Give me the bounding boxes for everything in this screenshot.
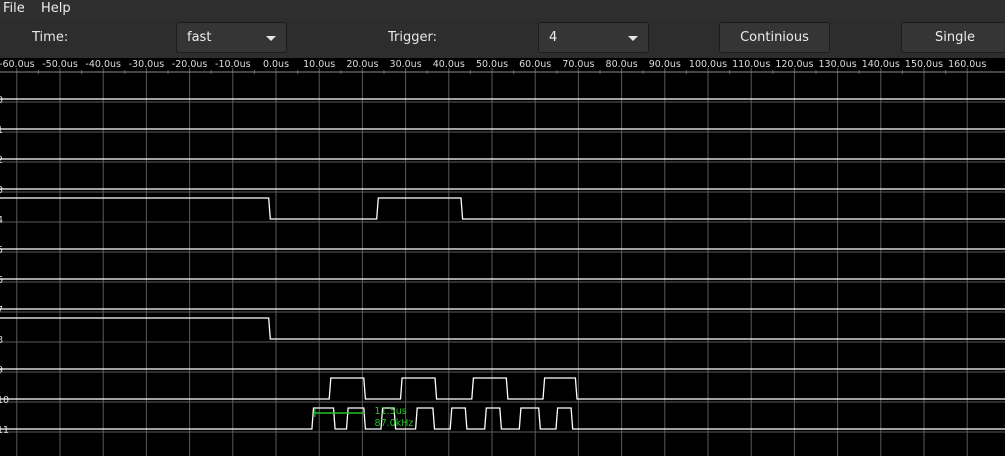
waveform-trace [0, 197, 1005, 220]
tick-label: 30.0us [390, 59, 422, 70]
measurement-period: 11.5us [375, 406, 407, 417]
tick-label: 40.0us [433, 59, 465, 70]
tick-label: 90.0us [649, 59, 681, 70]
tick-label: 0.0us [263, 59, 289, 70]
channel-label: 6 [0, 275, 3, 286]
channel-label: 2 [0, 155, 3, 166]
toolbar: Time: fast Trigger: 4 Continious Single [0, 18, 1005, 59]
waveform-trace [0, 377, 1005, 400]
tick-label: 150.0us [905, 59, 943, 70]
tick-label: 60.0us [519, 59, 551, 70]
trigger-label: Trigger: [388, 30, 437, 45]
tick-label: -60.0us [0, 59, 35, 70]
tick-label: -20.0us [172, 59, 208, 70]
tick-label: 80.0us [606, 59, 638, 70]
channel-label: 1 [0, 125, 3, 136]
channel-label: 7 [0, 305, 3, 316]
tick-label: 110.0us [732, 59, 770, 70]
tick-label: 130.0us [819, 59, 857, 70]
logic-analyzer-plot[interactable]: -60.0us -50.0us -40.0us -30.0us -20.0us -10.0… [0, 58, 1005, 456]
tick-label: 20.0us [346, 59, 378, 70]
tick-label: 70.0us [562, 59, 594, 70]
channel-label: 9 [0, 365, 3, 376]
tick-label: 10.0us [303, 59, 335, 70]
tick-label: 140.0us [862, 59, 900, 70]
channel-label: 8 [0, 335, 3, 346]
menu-file[interactable]: File [3, 1, 25, 16]
chevron-down-icon [266, 36, 276, 41]
tick-label: 120.0us [775, 59, 813, 70]
single-button[interactable]: Single [901, 22, 1005, 53]
time-select[interactable]: fast [176, 22, 287, 53]
menu-help[interactable]: Help [41, 1, 71, 16]
waveform-trace [0, 407, 1005, 430]
chevron-down-icon [628, 36, 638, 41]
waveform-trace [0, 317, 1005, 340]
trigger-select-value: 4 [549, 30, 558, 45]
continuous-button[interactable]: Continious [719, 22, 830, 53]
channel-label: 5 [0, 245, 3, 256]
channel-label: 10 [0, 395, 9, 406]
time-label: Time: [32, 30, 69, 45]
tick-label: 160.0us [948, 59, 986, 70]
tick-label: 100.0us [689, 59, 727, 70]
waveform-svg: -60.0us -50.0us -40.0us -30.0us -20.0us -10.0… [0, 59, 1005, 456]
channel-label: 3 [0, 185, 3, 196]
trigger-select[interactable]: 4 [538, 22, 649, 53]
channel-label: 4 [0, 215, 3, 226]
time-select-value: fast [187, 30, 212, 45]
channel-label: 0 [0, 95, 3, 106]
tick-label: -10.0us [215, 59, 251, 70]
channel-label: 11 [0, 425, 9, 436]
tick-label: 50.0us [476, 59, 508, 70]
tick-label: -30.0us [129, 59, 165, 70]
menu-bar: File Help [0, 0, 1005, 18]
measurement-frequency: 87.0kHz [375, 418, 414, 429]
tick-label: -40.0us [85, 59, 121, 70]
tick-label: -50.0us [42, 59, 78, 70]
